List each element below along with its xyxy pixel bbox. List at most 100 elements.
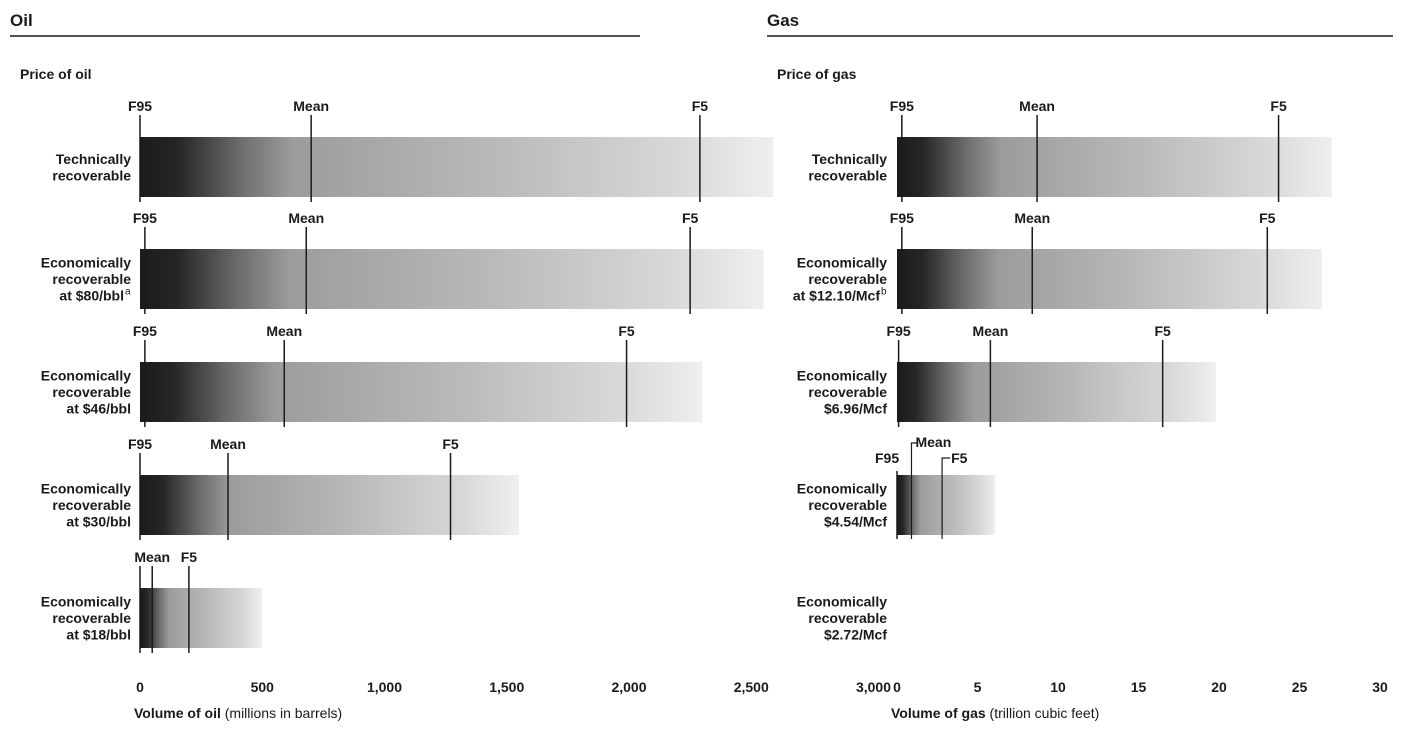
- x-tick-label: 2,000: [611, 679, 646, 695]
- row-label-line: $6.96/Mcf: [824, 401, 887, 417]
- f5-label: F5: [618, 323, 635, 339]
- mean-label: Mean: [134, 549, 170, 565]
- f95-label: F95: [128, 436, 152, 452]
- range-bar: [897, 362, 1216, 422]
- row-label-line: recoverable: [52, 610, 131, 626]
- row-label-line: Technically: [56, 151, 131, 167]
- row-label-line: recoverable: [808, 497, 887, 513]
- row-label-line: recoverable: [52, 384, 131, 400]
- f5-label: F5: [951, 450, 968, 466]
- x-tick-label: 20: [1211, 679, 1227, 695]
- mean-label: Mean: [210, 436, 246, 452]
- f95-label: F95: [133, 210, 157, 226]
- x-axis-title: Volume of oil (millions in barrels): [134, 705, 342, 721]
- f95-label: F95: [133, 323, 157, 339]
- f5-label: F5: [682, 210, 699, 226]
- row-label-line: Economically: [797, 481, 887, 497]
- mean-label: Mean: [1019, 98, 1055, 114]
- row-label-line: recoverable: [808, 610, 887, 626]
- f95-label: F95: [890, 210, 914, 226]
- range-bar: [140, 475, 519, 535]
- row-label-line: Economically: [41, 481, 131, 497]
- row-label-line: recoverable: [808, 167, 887, 183]
- row-label-line: at $46/bbl: [66, 401, 131, 417]
- row-label-line: Economically: [41, 594, 131, 610]
- f95-label: F95: [128, 98, 152, 114]
- panel-title: Gas: [767, 11, 799, 30]
- row-label-line: recoverable: [808, 384, 887, 400]
- row-label-line: $4.54/Mcf: [824, 514, 887, 530]
- row-label-line: at $30/bbl: [66, 514, 131, 530]
- row-label-line: Economically: [797, 594, 887, 610]
- row-label-line: Economically: [41, 368, 131, 384]
- f95-label: F95: [875, 450, 899, 466]
- mean-label: Mean: [266, 323, 302, 339]
- row-label-line: recoverable: [52, 497, 131, 513]
- f5-label: F5: [1270, 98, 1287, 114]
- row-label-line: recoverable: [52, 167, 131, 183]
- range-bar: [140, 137, 774, 197]
- f5-label: F5: [181, 549, 198, 565]
- range-bar: [140, 362, 703, 422]
- x-axis-title-units: (millions in barrels): [225, 705, 342, 721]
- x-tick-label: 25: [1292, 679, 1308, 695]
- price-heading: Price of oil: [20, 66, 92, 82]
- f5-label: F5: [442, 436, 459, 452]
- f5-marker: [941, 457, 951, 539]
- row-label-superscript: b: [881, 287, 887, 298]
- x-axis-title-bold: Volume of oil: [134, 705, 225, 721]
- x-axis-title: Volume of gas (trillion cubic feet): [891, 705, 1099, 721]
- x-tick-label: 0: [893, 679, 901, 695]
- x-tick-label: 3,000: [856, 679, 891, 695]
- x-tick-label: 1,500: [489, 679, 524, 695]
- range-bar: [897, 249, 1323, 309]
- mean-label: Mean: [915, 434, 951, 450]
- x-tick-label: 2,500: [734, 679, 769, 695]
- x-axis-title-units: (trillion cubic feet): [990, 705, 1100, 721]
- mean-label: Mean: [972, 323, 1008, 339]
- f95-label: F95: [887, 323, 911, 339]
- x-tick-label: 500: [251, 679, 275, 695]
- x-tick-label: 30: [1372, 679, 1388, 695]
- x-tick-label: 1,000: [367, 679, 402, 695]
- mean-marker: [910, 442, 917, 539]
- x-axis-title-bold: Volume of gas: [891, 705, 990, 721]
- row-label-line: recoverable: [52, 271, 131, 287]
- row-label-superscript: a: [125, 287, 131, 298]
- price-heading: Price of gas: [777, 66, 857, 82]
- f5-label: F5: [1259, 210, 1276, 226]
- row-label-line: recoverable: [808, 271, 887, 287]
- mean-label: Mean: [288, 210, 324, 226]
- panel-title: Oil: [10, 11, 33, 30]
- range-bar: [897, 475, 996, 535]
- row-label-line: Economically: [41, 255, 131, 271]
- f95-label: F95: [890, 98, 914, 114]
- x-tick-label: 10: [1050, 679, 1066, 695]
- range-bar: [897, 137, 1332, 197]
- x-tick-label: 15: [1131, 679, 1147, 695]
- row-label-line: at $18/bbl: [66, 627, 131, 643]
- range-bar: [140, 249, 764, 309]
- mean-label: Mean: [1014, 210, 1050, 226]
- mean-label: Mean: [293, 98, 329, 114]
- row-label-line: at $12.10/Mcf: [793, 288, 880, 304]
- range-bar: [140, 588, 263, 648]
- row-label-line: at $80/bbl: [59, 288, 124, 304]
- f5-label: F5: [1154, 323, 1171, 339]
- row-label-line: Economically: [797, 255, 887, 271]
- x-tick-label: 5: [974, 679, 982, 695]
- x-tick-label: 0: [136, 679, 144, 695]
